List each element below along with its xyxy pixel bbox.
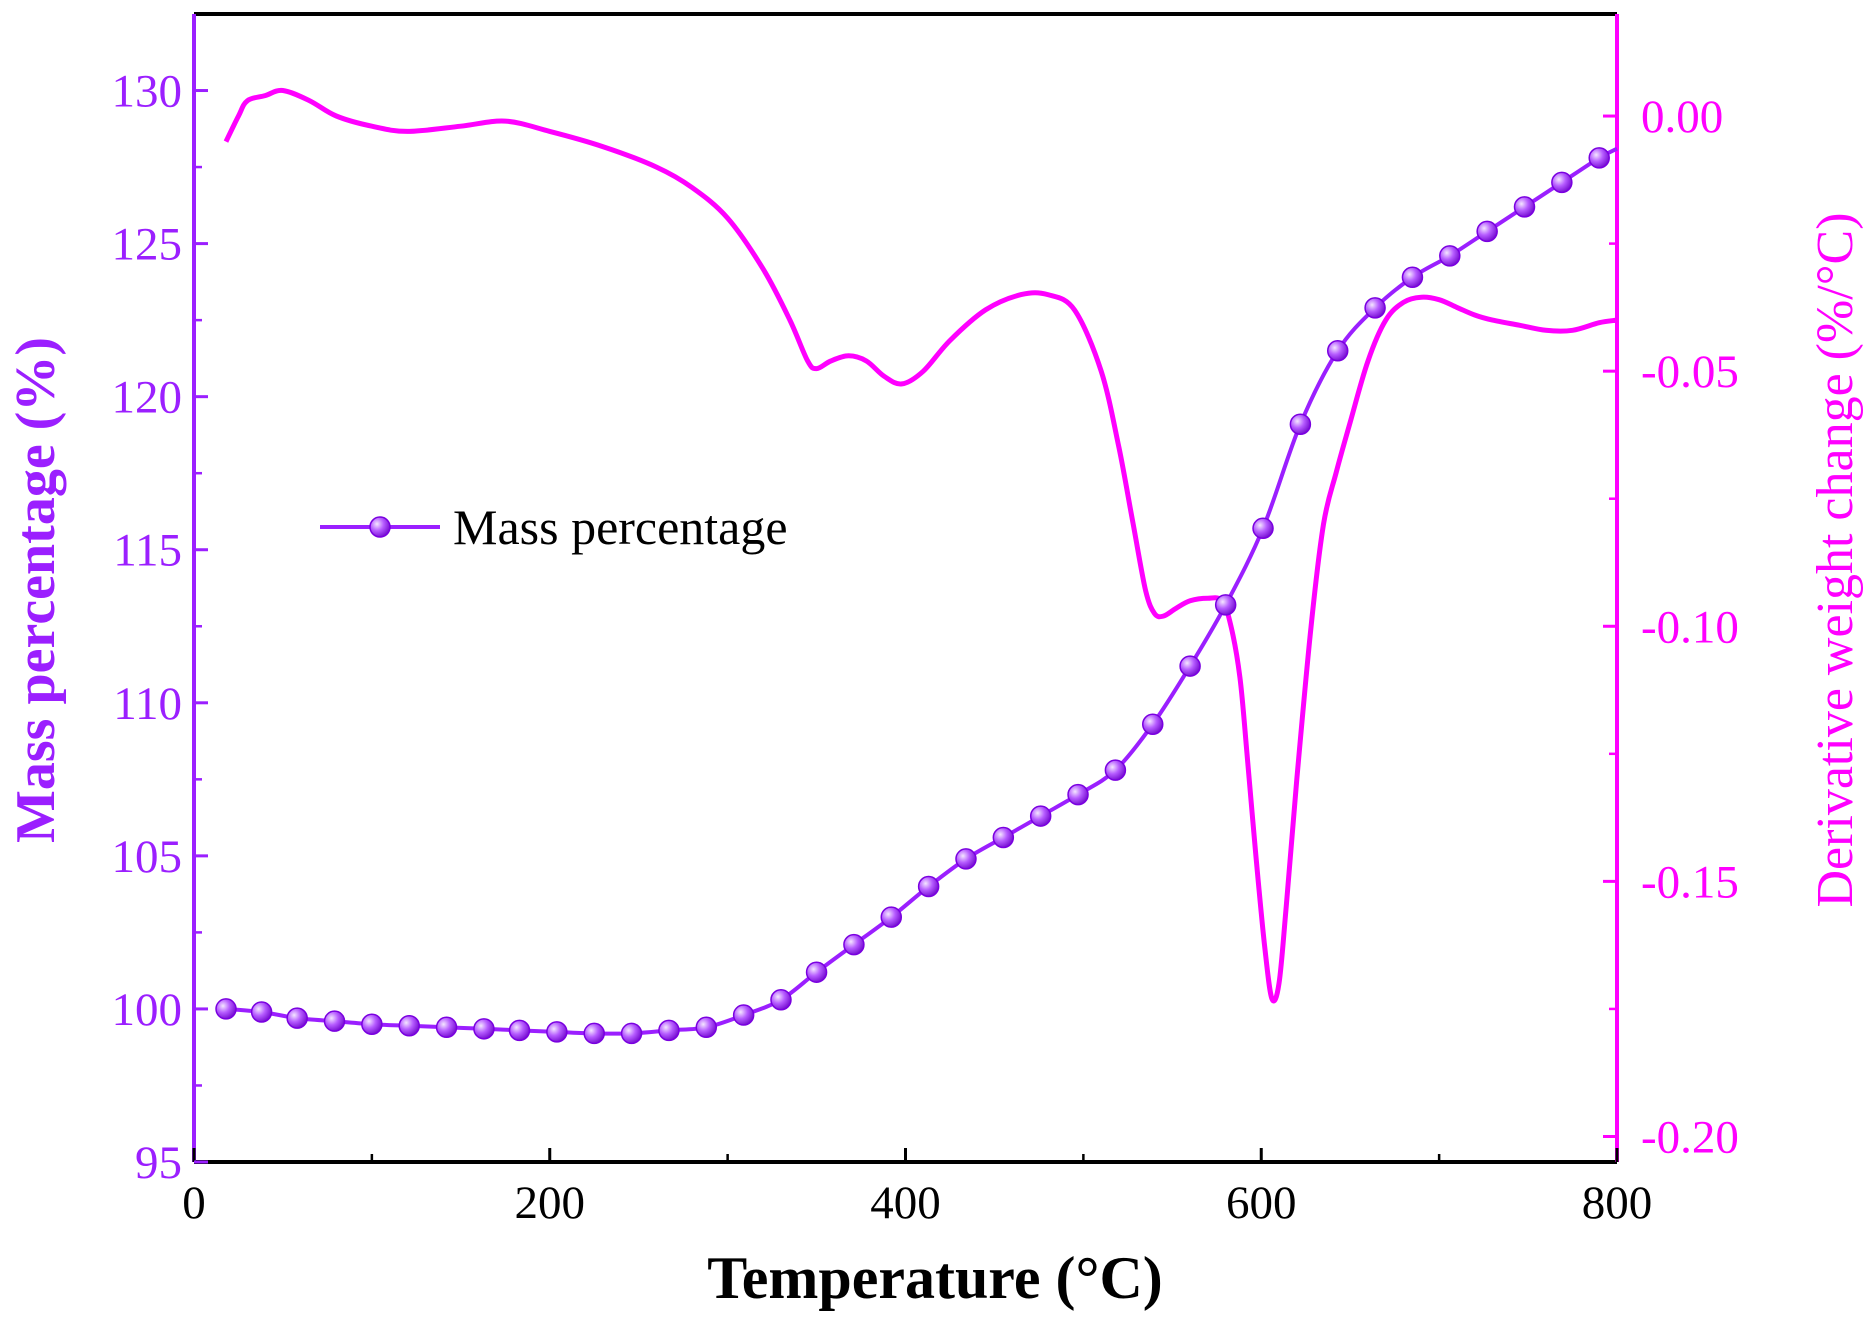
legend-label: Mass percentage (453, 499, 788, 555)
mass-data-point (1141, 713, 1164, 735)
right-tick-label: -0.15 (1641, 856, 1739, 908)
x-tick-label: 600 (1226, 1177, 1297, 1229)
mass-data-point (1214, 594, 1237, 616)
legend: Mass percentage (320, 499, 788, 555)
mass-data-point (1364, 297, 1386, 319)
left-y-axis-ticks: 95 100 105 110 115 120 125 130 (112, 66, 208, 1189)
mass-data-point (917, 875, 940, 898)
mass-data-point (435, 1016, 458, 1039)
mass-data-point (1326, 339, 1349, 362)
mass-data-point (1439, 245, 1461, 267)
mass-data-point (473, 1018, 495, 1040)
mass-data-point (1289, 413, 1312, 435)
mass-data-point (1401, 266, 1424, 289)
left-tick-label: 110 (113, 678, 182, 730)
x-tick-label: 400 (870, 1177, 941, 1229)
mass-data-point (1588, 147, 1610, 169)
mass-data-point (992, 826, 1015, 849)
x-tick-label: 200 (515, 1177, 586, 1229)
series-line-derivative-weight-change (223, 87, 1618, 1004)
left-tick-label: 130 (112, 66, 183, 118)
mass-data-point (843, 933, 865, 956)
x-tick-label: 0 (182, 1177, 206, 1229)
mass-data-point (398, 1015, 420, 1037)
series-layer (215, 87, 1618, 1045)
left-tick-label: 105 (112, 831, 183, 883)
right-tick-label: -0.05 (1641, 346, 1739, 398)
legend-marker-sample (369, 516, 391, 538)
left-tick-label: 120 (112, 372, 183, 424)
mass-data-point (361, 1013, 383, 1035)
right-tick-label: 0.00 (1641, 91, 1723, 143)
mass-data-point (286, 1007, 308, 1029)
mass-data-point (732, 1004, 755, 1026)
mass-data-point (620, 1022, 643, 1045)
mass-data-point (1476, 220, 1498, 243)
right-y-axis-label: Derivative weight change (%/°C) (1807, 212, 1864, 907)
mass-data-point (770, 988, 792, 1011)
x-tick-label: 800 (1582, 1177, 1653, 1229)
left-y-axis-label: Mass percentage (%) (5, 337, 67, 843)
mass-data-point (250, 1001, 273, 1023)
mass-data-point (546, 1021, 568, 1043)
mass-data-point (1513, 196, 1536, 218)
mass-data-point (880, 906, 903, 928)
mass-data-point (955, 848, 977, 870)
mass-data-point (215, 998, 237, 1020)
left-tick-label: 100 (112, 984, 183, 1036)
mass-data-point (583, 1022, 605, 1045)
mass-data-point (1104, 759, 1127, 781)
right-tick-label: -0.20 (1641, 1111, 1739, 1163)
mass-data-point (1029, 805, 1052, 827)
mass-data-point (1551, 171, 1573, 194)
right-y-axis-ticks: -0.20 -0.15 -0.10 -0.05 0.00 (1603, 91, 1739, 1163)
mass-data-point (658, 1019, 680, 1042)
left-tick-label: 125 (112, 219, 183, 271)
left-tick-label: 95 (135, 1137, 182, 1189)
mass-data-point (1067, 783, 1089, 806)
series-line-mass-percentage (225, 146, 1618, 1036)
right-tick-label: -0.10 (1641, 601, 1739, 653)
mass-data-point (508, 1019, 531, 1042)
mass-data-point (1179, 655, 1201, 677)
left-tick-label: 115 (113, 525, 182, 577)
mass-data-point (1252, 517, 1274, 540)
mass-data-point (323, 1010, 346, 1032)
x-axis-ticks: 0 200 400 600 800 (182, 1148, 1652, 1229)
mass-data-point (695, 1016, 718, 1039)
mass-data-point (805, 961, 828, 983)
x-axis-label: Temperature (°C) (707, 1245, 1163, 1311)
